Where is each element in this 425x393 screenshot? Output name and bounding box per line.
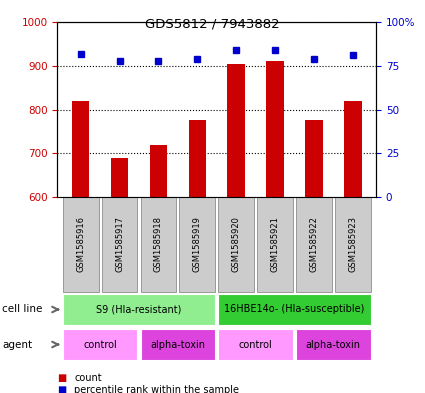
Bar — [218, 197, 254, 292]
Bar — [111, 158, 128, 197]
Bar — [218, 329, 293, 360]
Bar — [72, 101, 89, 197]
Text: S9 (Hla-resistant): S9 (Hla-resistant) — [96, 305, 182, 314]
Text: GSM1585923: GSM1585923 — [348, 217, 357, 272]
Text: alpha-toxin: alpha-toxin — [150, 340, 205, 349]
Bar — [102, 197, 137, 292]
Text: percentile rank within the sample: percentile rank within the sample — [74, 385, 239, 393]
Text: control: control — [239, 340, 272, 349]
Text: alpha-toxin: alpha-toxin — [306, 340, 361, 349]
Bar — [305, 120, 323, 197]
Bar — [227, 64, 245, 197]
Bar — [63, 329, 137, 360]
Bar — [150, 145, 167, 197]
Bar — [335, 197, 371, 292]
Text: 16HBE14o- (Hla-susceptible): 16HBE14o- (Hla-susceptible) — [224, 305, 365, 314]
Bar — [179, 197, 215, 292]
Bar — [63, 294, 215, 325]
Text: cell line: cell line — [2, 305, 42, 314]
Text: GSM1585916: GSM1585916 — [76, 217, 85, 272]
Bar — [296, 197, 332, 292]
Text: GSM1585919: GSM1585919 — [193, 217, 202, 272]
Bar — [141, 197, 176, 292]
Text: GDS5812 / 7943882: GDS5812 / 7943882 — [145, 18, 280, 31]
Bar — [344, 101, 362, 197]
Bar — [257, 197, 293, 292]
Bar — [266, 61, 284, 197]
Text: GSM1585920: GSM1585920 — [232, 217, 241, 272]
Bar — [189, 120, 206, 197]
Text: count: count — [74, 373, 102, 383]
Text: GSM1585922: GSM1585922 — [309, 217, 318, 272]
Text: control: control — [83, 340, 117, 349]
Bar — [141, 329, 215, 360]
Text: GSM1585921: GSM1585921 — [271, 217, 280, 272]
Text: agent: agent — [2, 340, 32, 349]
Text: ■: ■ — [57, 373, 67, 383]
Text: GSM1585917: GSM1585917 — [115, 217, 124, 272]
Bar — [63, 197, 99, 292]
Bar — [218, 294, 371, 325]
Bar — [296, 329, 371, 360]
Text: GSM1585918: GSM1585918 — [154, 217, 163, 272]
Text: ■: ■ — [57, 385, 67, 393]
